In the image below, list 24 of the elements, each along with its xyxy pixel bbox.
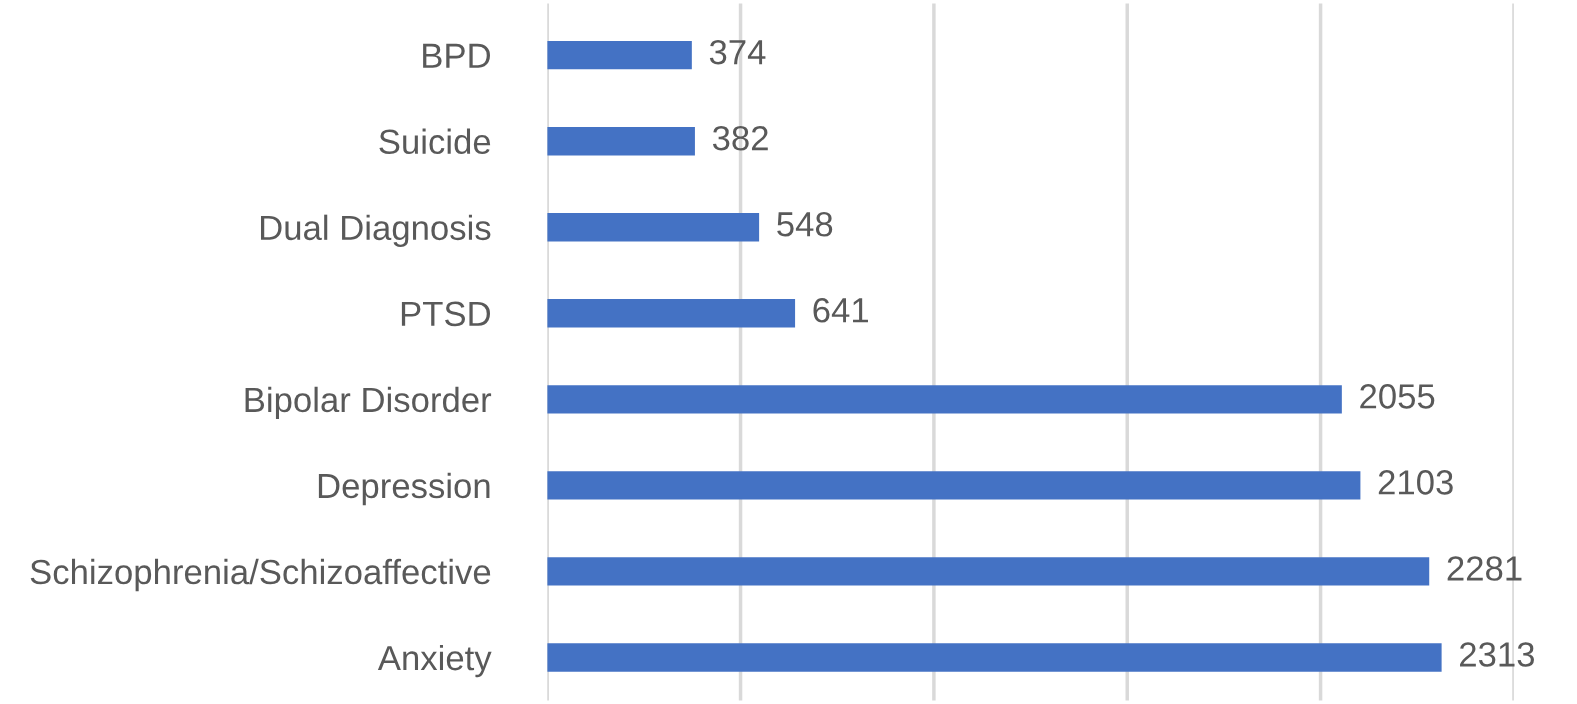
bar [547, 557, 1430, 586]
bar [547, 40, 692, 70]
y-tick-label: Suicide [379, 128, 491, 155]
y-tick-label: Bipolar Disorder [245, 386, 492, 420]
data-label: 374 [709, 39, 766, 65]
data-label: 641 [813, 298, 868, 323]
data-label: 2103 [1378, 470, 1453, 495]
data-label: 2313 [1460, 642, 1534, 667]
bar [547, 385, 1342, 414]
bar [547, 126, 695, 156]
bar [547, 299, 796, 328]
y-tick-label: Dual Diagnosis [260, 214, 491, 248]
y-tick-label: Schizophrenia/Schizoaffective [30, 558, 491, 592]
data-label: 548 [777, 211, 833, 237]
y-tick-label: Anxiety [377, 644, 492, 678]
data-label: 2055 [1360, 384, 1435, 409]
data-label: 2281 [1447, 556, 1522, 581]
y-tick-label: BPD [423, 43, 490, 68]
bar [547, 643, 1442, 672]
bar [547, 213, 760, 242]
bar [547, 471, 1361, 500]
data-label: 382 [712, 125, 768, 151]
y-tick-label: Depression [318, 472, 490, 506]
y-tick-label: PTSD [401, 301, 490, 327]
